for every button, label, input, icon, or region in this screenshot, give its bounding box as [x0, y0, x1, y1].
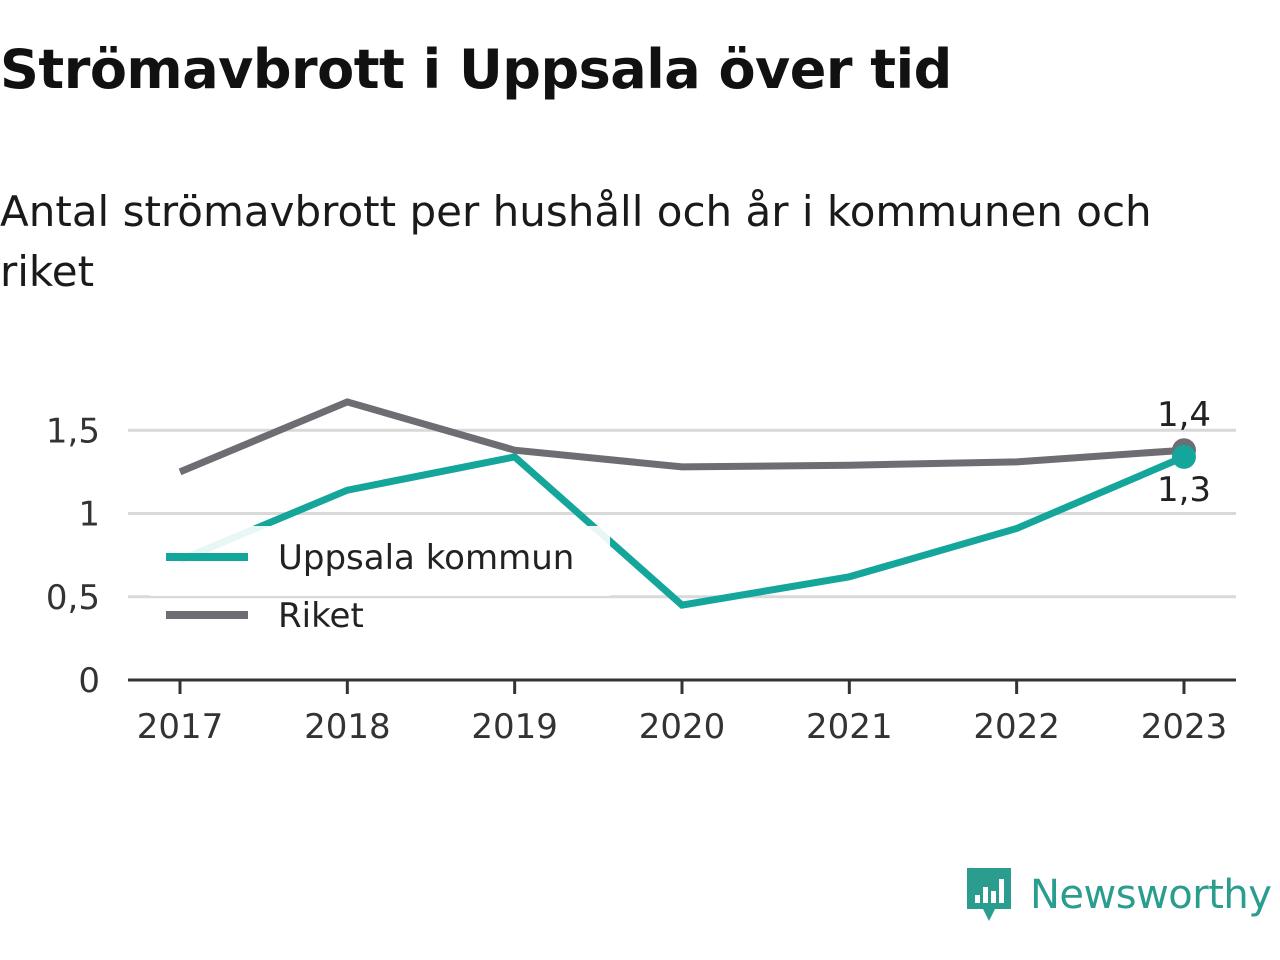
- series-lines: [178, 398, 1186, 609]
- chart-subtitle: Antal strömavbrott per hushåll och år i …: [0, 187, 1152, 296]
- legend-label: Riket: [278, 596, 364, 636]
- brand-logo: Newsworthy: [964, 864, 1272, 926]
- legend: Uppsala kommun Riket: [150, 526, 610, 636]
- end-label-riket: 1,4: [1157, 395, 1211, 435]
- x-axis: 2017 2018 2019 2020 2021 2022 2023: [128, 678, 1236, 747]
- x-tick-label: 2023: [1141, 707, 1228, 747]
- x-tick-label: 2018: [304, 707, 391, 747]
- x-tick-label: 2022: [973, 707, 1060, 747]
- x-tick-label: 2017: [137, 707, 224, 747]
- y-axis: 0 0,5 1 1,5: [46, 411, 100, 701]
- chart-title: Strömavbrott i Uppsala över tid: [0, 38, 952, 101]
- brand-name: Newsworthy: [1030, 872, 1272, 918]
- x-tick-label: 2019: [471, 707, 558, 747]
- legend-label: Uppsala kommun: [278, 538, 574, 578]
- y-tick-label: 0,5: [46, 578, 100, 618]
- x-tick-label: 2020: [639, 707, 726, 747]
- end-markers: 1,4 1,3: [1157, 395, 1211, 510]
- y-tick-label: 1: [78, 495, 100, 535]
- y-tick-label: 0: [78, 661, 100, 701]
- series-line-uppsala-kommun: [178, 453, 1186, 609]
- end-marker: [1171, 444, 1196, 469]
- x-tick-label: 2021: [806, 707, 893, 747]
- series-line-riket: [178, 398, 1185, 476]
- y-tick-label: 1,5: [46, 411, 100, 451]
- newsworthy-logo-icon: [967, 868, 1011, 921]
- end-label-uppsala: 1,3: [1157, 470, 1211, 510]
